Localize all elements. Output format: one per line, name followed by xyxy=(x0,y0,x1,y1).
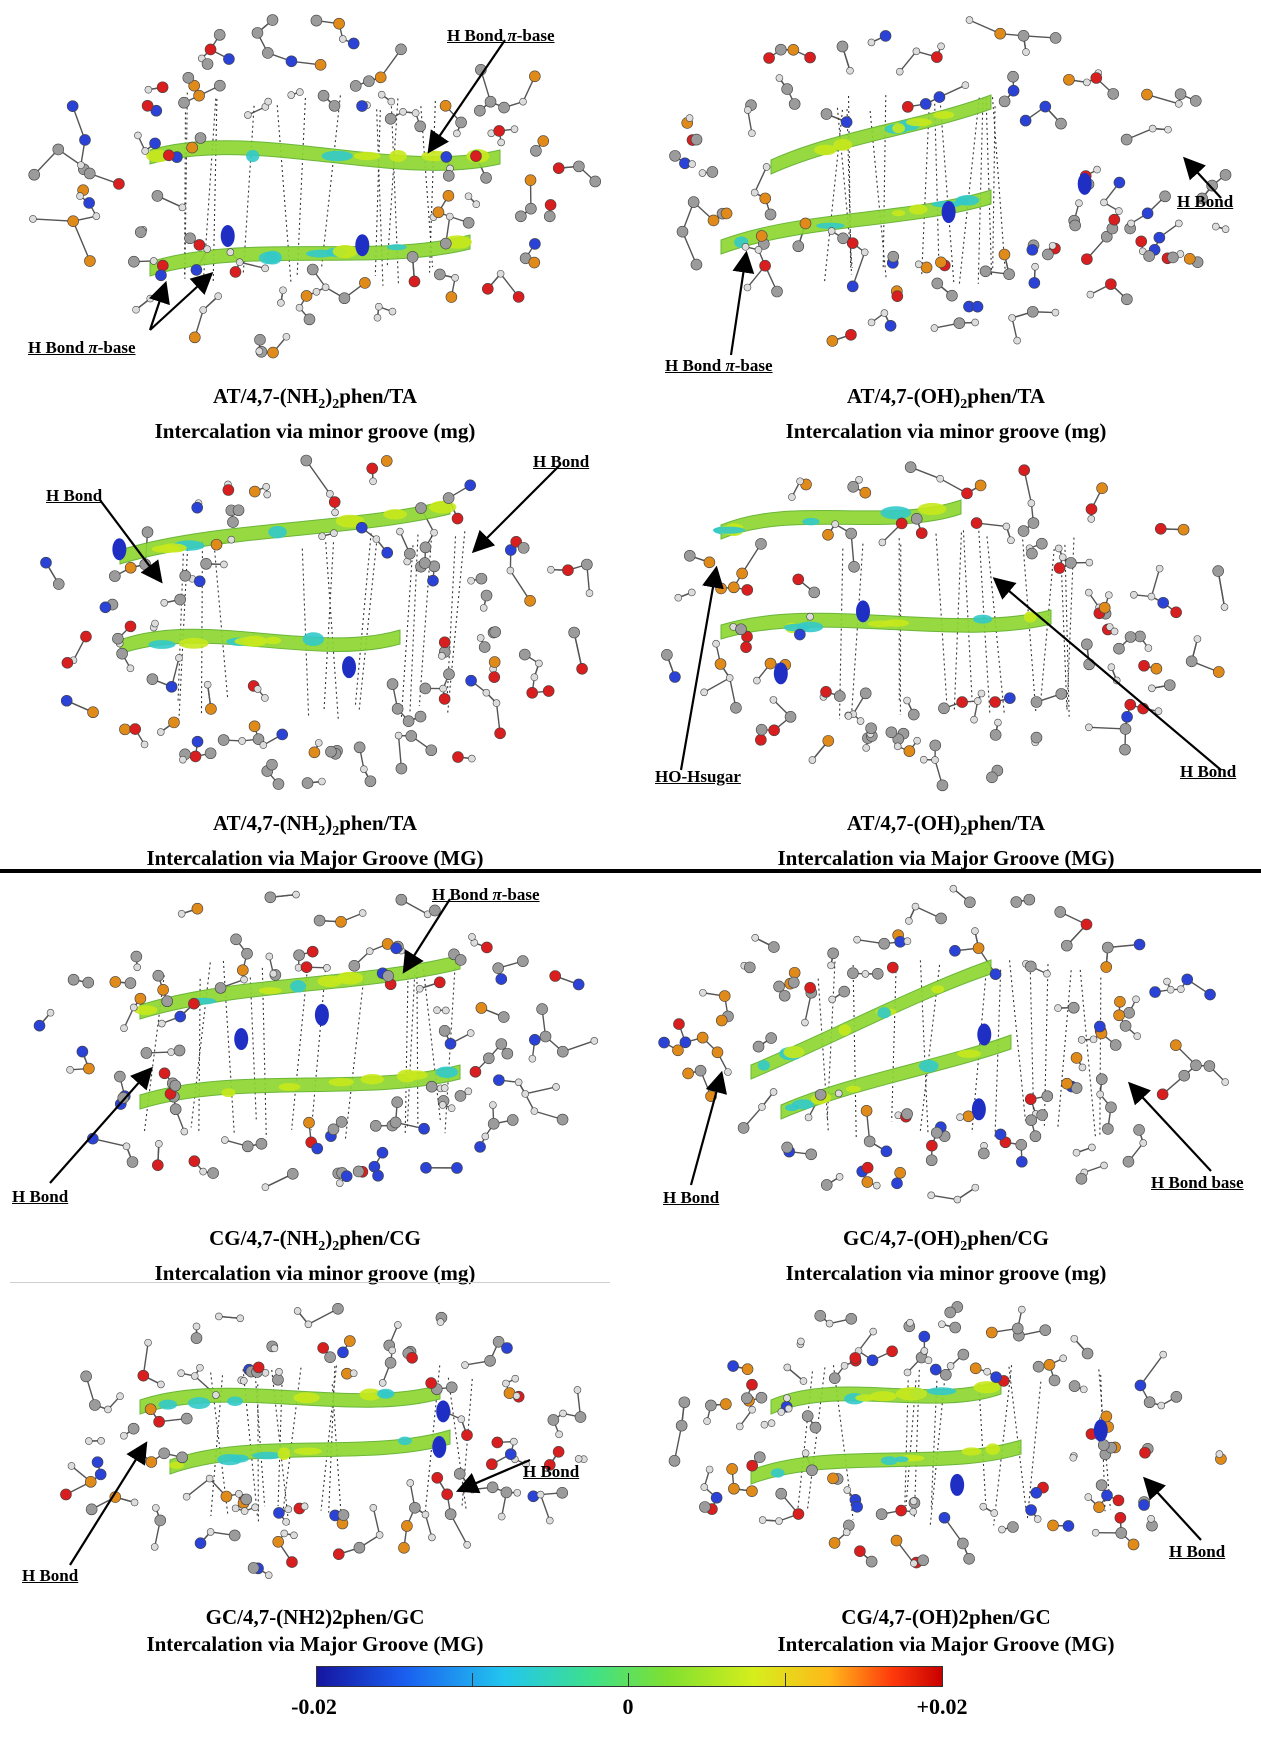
colorbar-tick xyxy=(628,1673,629,1686)
atoms xyxy=(670,17,1232,347)
caption-line1: AT/4,7-(OH)2phen/TA xyxy=(631,810,1261,845)
bond-lines xyxy=(674,1307,1220,1563)
panel-separator xyxy=(10,1282,610,1283)
bond-lines xyxy=(664,889,1225,1200)
panel-at-nh2-minor-groove: AT/4,7-(NH2)2phen/TA Intercalation via m… xyxy=(0,0,630,440)
colorbar-tick xyxy=(785,1673,786,1686)
hbond-label: H Bond xyxy=(1180,762,1236,782)
colorbar-max-label: +0.02 xyxy=(916,1694,967,1720)
caption-line1: GC/4,7-(OH)2phen/CG xyxy=(631,1225,1261,1260)
panel-caption: GC/4,7-(OH)2phen/CG Intercalation via mi… xyxy=(631,1225,1261,1287)
panel-caption: AT/4,7-(NH2)2phen/TA Intercalation via m… xyxy=(0,383,630,445)
hbond-label: H Bond xyxy=(46,486,102,506)
nci-surfaces xyxy=(751,1380,1021,1484)
atoms xyxy=(34,891,598,1191)
panel-cg-nh2-minor-groove: CG/4,7-(NH2)2phen/CG Intercalation via m… xyxy=(0,875,630,1287)
panel-cg-oh-major-groove: CG/4,7-(OH)2phen/GC Intercalation via Ma… xyxy=(631,1290,1261,1660)
caption-line1: CG/4,7-(OH)2phen/GC xyxy=(631,1604,1261,1631)
caption-line2: Intercalation via Major Groove (MG) xyxy=(0,1631,630,1658)
hbond-label: H Bond xyxy=(663,1188,719,1208)
nci-surfaces xyxy=(713,500,1051,639)
hbond-base-label: H Bond base xyxy=(1151,1173,1244,1193)
ho-hsugar-label: HO-Hsugar xyxy=(655,767,741,787)
hbond-label: H Bond xyxy=(533,452,589,472)
hbond-pi-base-label: H Bond π-base xyxy=(28,338,136,358)
panel-caption: GC/4,7-(NH2)2phen/GC Intercalation via M… xyxy=(0,1604,630,1658)
section-divider xyxy=(0,869,1261,873)
caption-line1: AT/4,7-(OH)2phen/TA xyxy=(631,383,1261,418)
panel-caption: CG/4,7-(NH2)2phen/CG Intercalation via m… xyxy=(0,1225,630,1287)
atoms xyxy=(40,455,593,790)
panel-at-oh-major-groove: AT/4,7-(OH)2phen/TA Intercalation via Ma… xyxy=(631,440,1261,870)
panel-caption: AT/4,7-(OH)2phen/TA Intercalation via Ma… xyxy=(631,810,1261,872)
hbond-label: H Bond xyxy=(12,1187,68,1207)
nci-surfaces xyxy=(721,95,991,254)
nci-surfaces xyxy=(120,500,456,654)
panel-at-nh2-major-groove: AT/4,7-(NH2)2phen/TA Intercalation via M… xyxy=(0,440,630,870)
caption-line1: AT/4,7-(NH2)2phen/TA xyxy=(0,383,630,418)
panel-caption: AT/4,7-(OH)2phen/TA Intercalation via mi… xyxy=(631,383,1261,445)
hbond-label: H Bond xyxy=(1169,1542,1225,1562)
molecule-render xyxy=(631,440,1261,870)
caption-line2: Intercalation via minor groove (mg) xyxy=(631,1260,1261,1287)
atoms xyxy=(29,15,601,359)
panel-gc-nh2-major-groove: GC/4,7-(NH2)2phen/GC Intercalation via M… xyxy=(0,1290,630,1660)
panel-caption: CG/4,7-(OH)2phen/GC Intercalation via Ma… xyxy=(631,1604,1261,1658)
annotation-arrows xyxy=(1146,1480,1201,1540)
colorbar-tick xyxy=(472,1673,473,1686)
hbond-label: H Bond xyxy=(523,1462,579,1482)
panel-caption: AT/4,7-(NH2)2phen/TA Intercalation via M… xyxy=(0,810,630,872)
hbond-pi-base-label: H Bond π-base xyxy=(432,885,540,905)
caption-line1: CG/4,7-(NH2)2phen/CG xyxy=(0,1225,630,1260)
hbond-label: H Bond xyxy=(1177,192,1233,212)
panel-gc-oh-minor-groove: GC/4,7-(OH)2phen/CG Intercalation via mi… xyxy=(631,875,1261,1287)
molecule-render xyxy=(0,0,630,440)
hbond-label: H Bond xyxy=(22,1566,78,1586)
hbond-pi-base-label: H Bond π-base xyxy=(447,26,555,46)
colorbar-mid-label: 0 xyxy=(623,1694,634,1720)
caption-line1: AT/4,7-(NH2)2phen/TA xyxy=(0,810,630,845)
caption-line1: GC/4,7-(NH2)2phen/GC xyxy=(0,1604,630,1631)
caption-line2: Intercalation via minor groove (mg) xyxy=(0,1260,630,1287)
caption-line2: Intercalation via Major Groove (MG) xyxy=(631,1631,1261,1658)
atoms xyxy=(659,885,1229,1203)
hbond-pi-base-label: H Bond π-base xyxy=(665,356,773,376)
panel-at-oh-minor-groove: AT/4,7-(OH)2phen/TA Intercalation via mi… xyxy=(631,0,1261,440)
colorbar-min-label: -0.02 xyxy=(291,1694,337,1720)
atoms xyxy=(60,1303,587,1578)
nci-surfaces xyxy=(134,955,460,1109)
atoms xyxy=(669,1301,1226,1568)
colorbar xyxy=(316,1666,943,1687)
annotation-arrows xyxy=(691,1075,1211,1185)
